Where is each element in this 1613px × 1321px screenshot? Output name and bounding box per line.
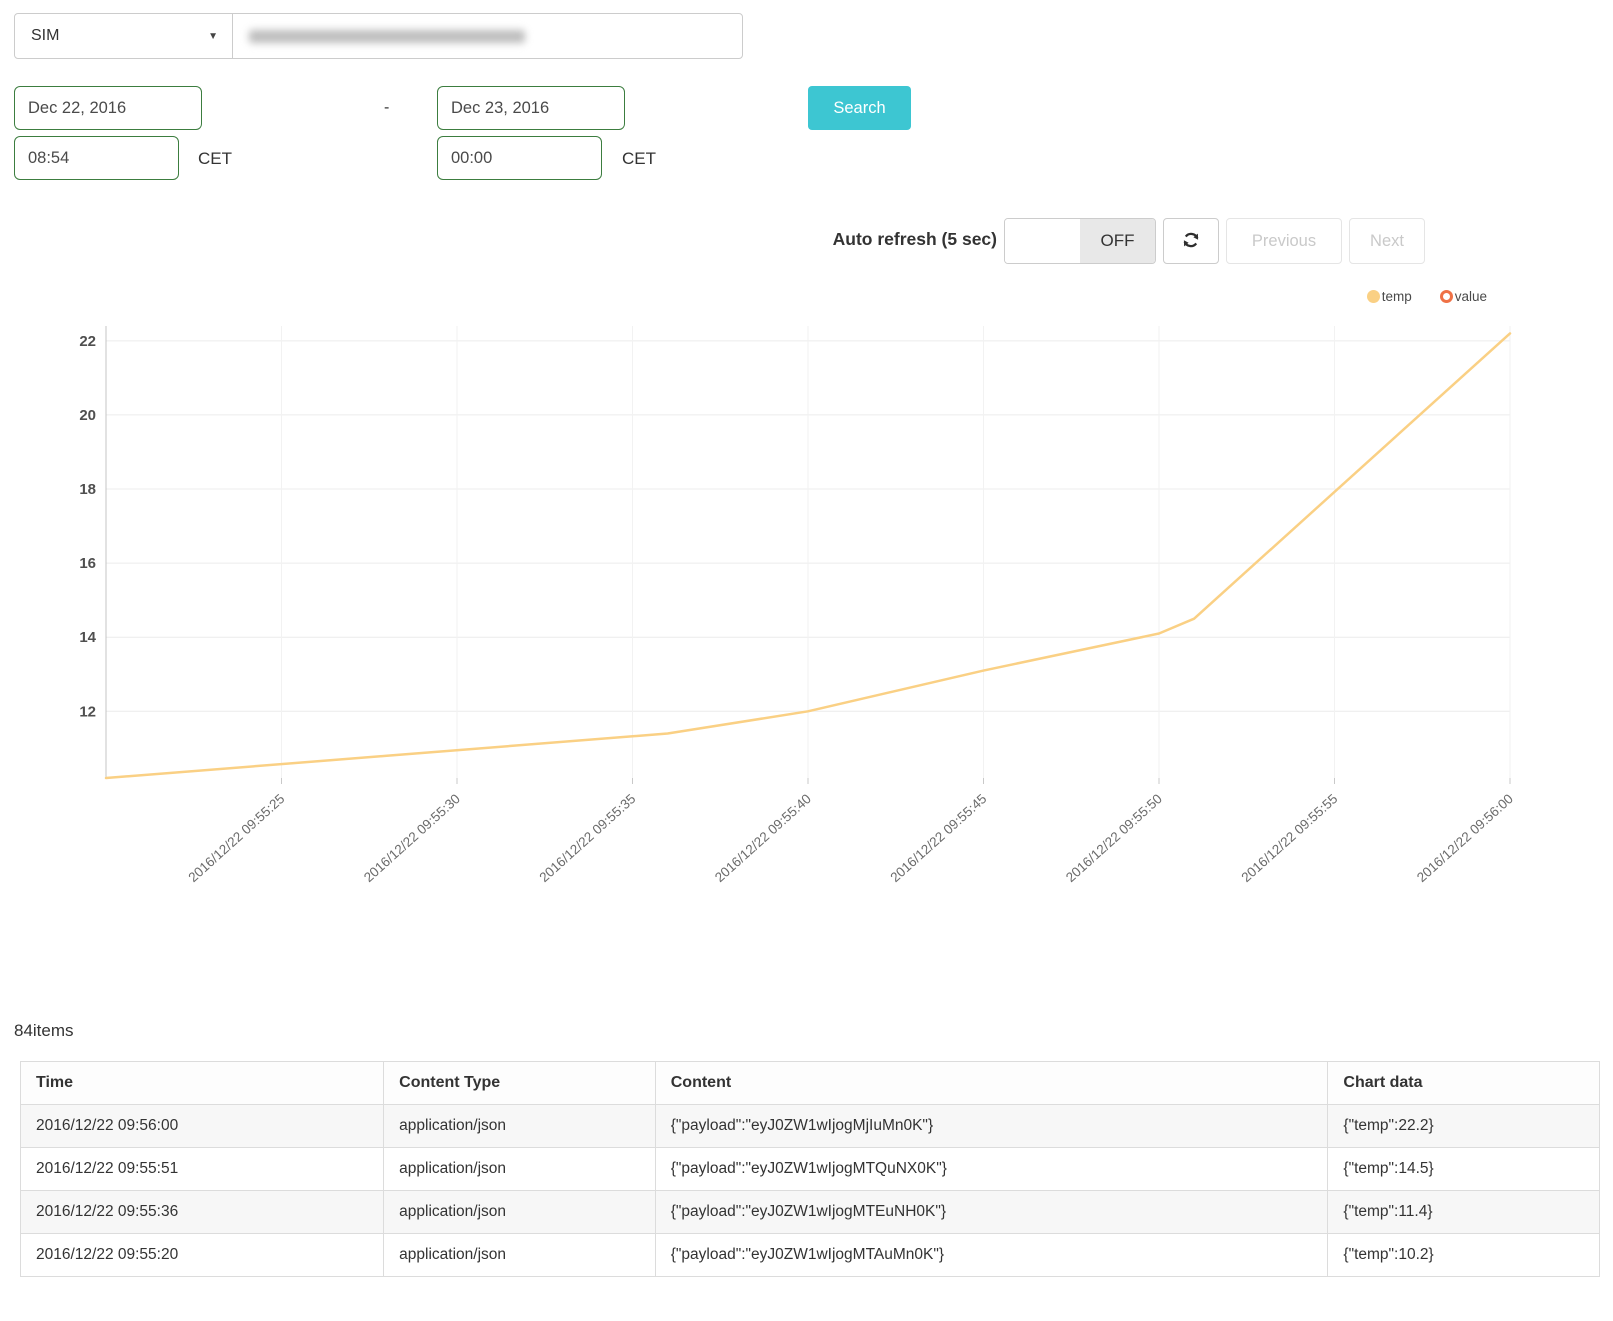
- table-row: 2016/12/22 09:55:51 application/json {"pay…: [19, 1147, 1600, 1191]
- x-tick-label: 2016/12/22 09:55:35: [536, 791, 638, 885]
- date-range-separator: -: [384, 99, 390, 116]
- x-tick-label: 2016/12/22 09:55:25: [185, 791, 287, 885]
- cell-content-type: application/json: [383, 1104, 656, 1148]
- results-table: Time Content Type Content Chart data 2016/1…: [19, 1061, 1600, 1277]
- y-tick-label: 20: [79, 407, 96, 424]
- refresh-button[interactable]: [1163, 218, 1219, 264]
- cell-chart-data: {"temp":14.5}: [1327, 1147, 1600, 1191]
- cell-time: 2016/12/22 09:55:36: [19, 1190, 385, 1234]
- legend-item-value[interactable]: value: [1439, 288, 1487, 304]
- temp-series-marker-icon: [1366, 289, 1380, 303]
- y-tick-label: 14: [79, 629, 96, 646]
- cell-content: {"payload":"eyJ0ZW1wIjogMjIuMn0K"}: [654, 1104, 1329, 1148]
- search-button[interactable]: Search: [808, 86, 911, 130]
- chart-legend: temp value: [0, 286, 1487, 306]
- x-tick-label: 2016/12/22 09:55:45: [887, 791, 989, 885]
- resource-id-input[interactable]: [233, 14, 742, 58]
- legend-label-temp: temp: [1381, 288, 1412, 304]
- cell-content: {"payload":"eyJ0ZW1wIjogMTEuNH0K"}: [654, 1190, 1329, 1234]
- cell-chart-data: {"temp":11.4}: [1327, 1190, 1600, 1234]
- time-from-input[interactable]: [14, 136, 179, 180]
- cell-chart-data: {"temp":10.2}: [1327, 1233, 1600, 1277]
- value-series-marker-icon: [1439, 289, 1453, 303]
- table-header-row: Time Content Type Content Chart data: [19, 1061, 1600, 1105]
- items-count: 84items: [14, 1021, 74, 1040]
- cell-time: 2016/12/22 09:55:51: [19, 1147, 385, 1191]
- line-chart-svg: 12 14 16 18 20 22 2016/12/22 09:55:25 2016/12/2…: [79, 326, 1516, 885]
- cell-content-type: application/json: [383, 1147, 656, 1191]
- date-from-input[interactable]: [14, 86, 202, 130]
- y-tick-label: 18: [79, 481, 96, 498]
- auto-refresh-toggle-state: OFF: [1080, 219, 1155, 263]
- x-tick-label: 2016/12/22 09:55:40: [712, 791, 814, 885]
- y-tick-label: 22: [79, 333, 96, 350]
- temp-line: [104, 332, 1512, 780]
- results-table-body: 2016/12/22 09:56:00 application/json {"pay…: [19, 1104, 1600, 1277]
- x-tick-label: 2016/12/22 09:55:50: [1063, 791, 1165, 885]
- previous-button[interactable]: Previous: [1226, 218, 1342, 264]
- chart-section: temp value 12 14 16 18 20 22 2016/12/22 09:55:…: [0, 286, 1613, 937]
- search-controls: SIM ▼ CET - CET Search Auto refresh (5 s…: [0, 0, 1613, 270]
- data-type-select[interactable]: SIM ▼: [15, 14, 233, 58]
- harvest-page: SIM ▼ CET - CET Search Auto refresh (5 s…: [0, 0, 1613, 1277]
- cell-content-type: application/json: [383, 1190, 656, 1234]
- column-header-chart-data: Chart data: [1327, 1061, 1600, 1105]
- column-header-content: Content: [654, 1061, 1329, 1105]
- x-tick-label: 2016/12/22 09:55:30: [361, 791, 463, 885]
- data-type-select-value: SIM: [31, 27, 60, 44]
- cell-time: 2016/12/22 09:55:20: [19, 1233, 385, 1277]
- y-tick-label: 16: [79, 555, 96, 572]
- column-header-content-type: Content Type: [383, 1061, 656, 1105]
- date-to-input[interactable]: [437, 86, 625, 130]
- column-header-time: Time: [19, 1061, 385, 1105]
- auto-refresh-toggle-on-area: [1005, 219, 1080, 263]
- table-row: 2016/12/22 09:56:00 application/json {"pay…: [19, 1104, 1600, 1148]
- cell-content: {"payload":"eyJ0ZW1wIjogMTAuMn0K"}: [654, 1233, 1329, 1277]
- table-row: 2016/12/22 09:55:20 application/json {"pay…: [19, 1233, 1600, 1277]
- cell-content: {"payload":"eyJ0ZW1wIjogMTQuNX0K"}: [654, 1147, 1329, 1191]
- blurred-resource-id: [249, 29, 525, 43]
- time-to-input[interactable]: [437, 136, 602, 180]
- dropdown-caret-icon: ▼: [208, 30, 218, 42]
- table-row: 2016/12/22 09:55:36 application/json {"pay…: [19, 1190, 1600, 1234]
- cell-time: 2016/12/22 09:56:00: [19, 1104, 385, 1148]
- refresh-icon: [1179, 228, 1203, 255]
- x-tick-label: 2016/12/22 09:55:55: [1238, 791, 1340, 885]
- legend-label-value: value: [1454, 288, 1487, 304]
- legend-item-temp[interactable]: temp: [1366, 288, 1412, 304]
- timezone-from-label: CET: [198, 149, 232, 168]
- x-tick-label: 2016/12/22 09:56:00: [1414, 791, 1516, 885]
- next-button[interactable]: Next: [1349, 218, 1425, 264]
- y-tick-label: 12: [79, 703, 96, 720]
- cell-content-type: application/json: [383, 1233, 656, 1277]
- cell-chart-data: {"temp":22.2}: [1327, 1104, 1600, 1148]
- resource-selector-group: SIM ▼: [14, 13, 743, 59]
- timezone-to-label: CET: [622, 149, 656, 168]
- auto-refresh-toggle[interactable]: OFF: [1004, 218, 1156, 264]
- auto-refresh-label: Auto refresh (5 sec): [832, 229, 997, 249]
